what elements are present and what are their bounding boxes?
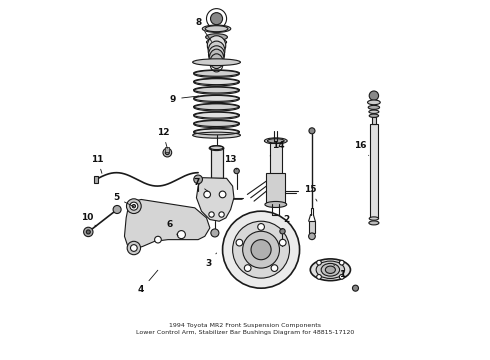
Circle shape (84, 227, 93, 237)
Bar (370, 124, 378, 218)
Ellipse shape (265, 138, 287, 144)
Ellipse shape (368, 105, 380, 109)
Ellipse shape (207, 36, 226, 55)
Circle shape (317, 275, 321, 279)
Circle shape (279, 239, 286, 246)
Ellipse shape (210, 145, 223, 149)
Circle shape (234, 168, 239, 174)
Text: 6: 6 (167, 220, 178, 236)
Text: 1: 1 (334, 265, 345, 279)
Circle shape (194, 175, 202, 184)
Ellipse shape (194, 87, 239, 94)
Text: 4: 4 (138, 270, 158, 294)
Text: 7: 7 (193, 178, 208, 191)
Circle shape (219, 191, 226, 198)
Ellipse shape (194, 121, 239, 128)
Text: 13: 13 (223, 155, 237, 169)
Circle shape (222, 211, 299, 288)
Circle shape (219, 212, 224, 217)
Circle shape (209, 212, 214, 217)
Ellipse shape (194, 95, 239, 103)
Ellipse shape (369, 110, 379, 113)
Circle shape (243, 231, 279, 268)
Circle shape (211, 13, 222, 25)
Polygon shape (196, 178, 234, 221)
Ellipse shape (310, 259, 350, 281)
Circle shape (340, 275, 344, 279)
Circle shape (352, 285, 359, 291)
Circle shape (155, 236, 161, 243)
Text: 16: 16 (354, 141, 369, 156)
Bar (165, 147, 169, 152)
Bar (372, 117, 376, 124)
Text: 11: 11 (92, 155, 104, 174)
Text: 8: 8 (195, 18, 212, 41)
Ellipse shape (194, 104, 239, 111)
Ellipse shape (325, 266, 335, 274)
Text: 2: 2 (282, 215, 290, 230)
Ellipse shape (321, 264, 340, 276)
Ellipse shape (369, 221, 379, 225)
Polygon shape (124, 199, 210, 250)
Ellipse shape (206, 34, 227, 40)
Ellipse shape (208, 41, 225, 60)
Circle shape (369, 91, 379, 100)
Circle shape (251, 240, 271, 260)
Circle shape (258, 224, 265, 230)
Circle shape (309, 128, 315, 134)
Ellipse shape (193, 132, 241, 138)
Ellipse shape (193, 59, 241, 66)
Circle shape (163, 148, 172, 157)
Circle shape (132, 204, 136, 208)
Circle shape (165, 150, 170, 154)
Ellipse shape (194, 129, 239, 136)
Circle shape (280, 229, 285, 234)
Ellipse shape (265, 202, 287, 207)
Circle shape (245, 265, 251, 271)
Ellipse shape (202, 25, 231, 32)
Ellipse shape (209, 49, 224, 68)
Text: 10: 10 (81, 213, 96, 226)
Ellipse shape (368, 100, 380, 105)
Circle shape (317, 260, 321, 265)
Text: 15: 15 (304, 185, 317, 201)
Bar (309, 221, 315, 233)
Circle shape (340, 260, 344, 265)
Text: 1994 Toyota MR2 Front Suspension Components: 1994 Toyota MR2 Front Suspension Compone… (169, 323, 321, 328)
Bar (211, 148, 222, 178)
Circle shape (271, 265, 278, 271)
Circle shape (86, 230, 90, 234)
Bar (270, 143, 282, 174)
Text: Lower Control Arm, Stabilizer Bar Bushings Diagram for 48815-17120: Lower Control Arm, Stabilizer Bar Bushin… (136, 330, 354, 335)
Ellipse shape (194, 79, 239, 86)
Text: 12: 12 (157, 128, 169, 148)
Circle shape (211, 229, 219, 237)
Text: 9: 9 (170, 95, 199, 104)
Circle shape (309, 233, 315, 240)
Circle shape (127, 241, 141, 255)
Text: 3: 3 (205, 253, 217, 267)
Ellipse shape (369, 217, 379, 220)
Circle shape (113, 206, 121, 213)
Ellipse shape (268, 139, 284, 143)
Circle shape (130, 202, 138, 210)
Ellipse shape (316, 261, 344, 279)
Bar (94, 176, 98, 183)
Text: 14: 14 (270, 141, 285, 156)
Circle shape (130, 245, 137, 251)
Circle shape (126, 199, 141, 213)
Circle shape (204, 191, 211, 198)
Ellipse shape (369, 114, 379, 117)
Ellipse shape (194, 112, 239, 119)
Circle shape (233, 221, 290, 278)
Circle shape (177, 231, 185, 239)
Bar (267, 173, 285, 204)
Ellipse shape (194, 70, 239, 77)
Circle shape (236, 239, 243, 246)
Text: 5: 5 (113, 193, 134, 207)
